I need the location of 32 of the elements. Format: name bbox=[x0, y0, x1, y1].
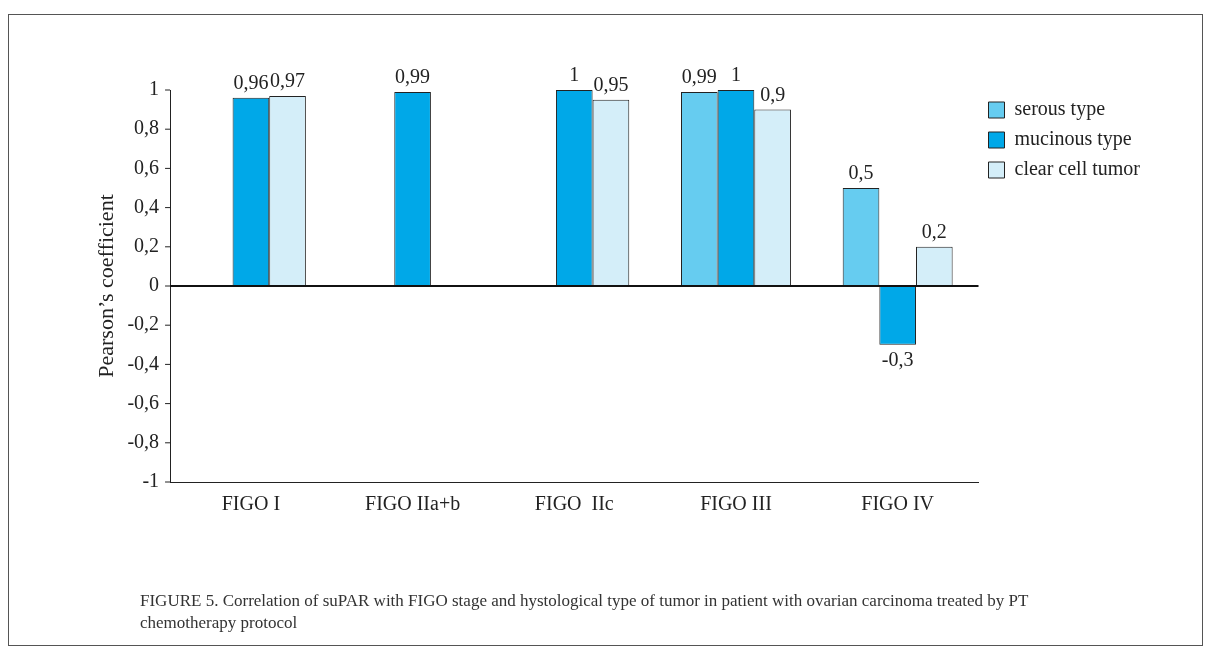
data-label: 0,99 bbox=[681, 65, 717, 88]
y-tick-label: -0,6 bbox=[127, 390, 160, 413]
y-tick-label: 1 bbox=[149, 77, 160, 100]
y-tick-label: 0,4 bbox=[134, 194, 160, 217]
y-tick-label: 0 bbox=[149, 273, 160, 296]
data-label: 0,2 bbox=[921, 220, 947, 243]
x-tick-label: FIGO IIa+b bbox=[365, 492, 461, 515]
legend-label: clear cell tumor bbox=[1014, 157, 1141, 180]
x-tick-label: FIGO IV bbox=[861, 492, 935, 515]
data-label: 1 bbox=[730, 63, 741, 86]
y-tick-label: -1 bbox=[142, 469, 160, 492]
y-tick-label: -0,2 bbox=[127, 312, 160, 335]
x-tick-label: FIGO III bbox=[700, 492, 772, 515]
data-label: 1 bbox=[569, 63, 580, 86]
data-label: -0,3 bbox=[881, 348, 914, 371]
x-tick-label: FIGO I bbox=[221, 492, 281, 515]
legend-label: serous type bbox=[1014, 97, 1106, 121]
data-label: 0,99 bbox=[395, 65, 431, 88]
data-label: 0,5 bbox=[848, 161, 874, 184]
data-label: 0,9 bbox=[760, 82, 786, 105]
y-tick-label: -0,4 bbox=[127, 351, 160, 374]
data-label: 0,96 bbox=[233, 71, 269, 94]
x-tick-label: FIGO IIc bbox=[534, 492, 614, 515]
y-tick-label: 0,6 bbox=[134, 155, 160, 178]
data-label: 0,97 bbox=[270, 69, 306, 92]
y-tick-label: 0,2 bbox=[134, 234, 160, 257]
legend-label: mucinous type bbox=[1014, 127, 1132, 151]
caption: FIGURE 5. Correlation of suPAR with FIGO stage and hystological type of tumor in patient with ovarian carcinoma treated by PT chemotherapy protocol bbox=[140, 590, 1030, 634]
y-axis-title: Pearson’s coefficient bbox=[92, 194, 118, 378]
y-tick-label: 0,8 bbox=[134, 116, 160, 139]
y-tick-label: -0,8 bbox=[127, 430, 160, 453]
data-label: 0,95 bbox=[593, 73, 629, 96]
